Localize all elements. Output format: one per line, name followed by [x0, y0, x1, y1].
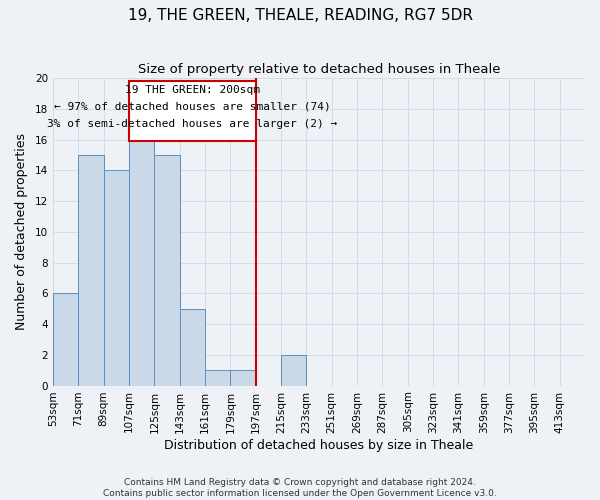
Text: 19 THE GREEN: 200sqm: 19 THE GREEN: 200sqm — [125, 85, 260, 95]
Y-axis label: Number of detached properties: Number of detached properties — [15, 134, 28, 330]
Title: Size of property relative to detached houses in Theale: Size of property relative to detached ho… — [138, 62, 500, 76]
Text: Contains HM Land Registry data © Crown copyright and database right 2024.
Contai: Contains HM Land Registry data © Crown c… — [103, 478, 497, 498]
Bar — [180, 308, 205, 386]
Bar — [205, 370, 230, 386]
Text: 19, THE GREEN, THEALE, READING, RG7 5DR: 19, THE GREEN, THEALE, READING, RG7 5DR — [128, 8, 473, 22]
Text: ← 97% of detached houses are smaller (74): ← 97% of detached houses are smaller (74… — [54, 102, 331, 112]
X-axis label: Distribution of detached houses by size in Theale: Distribution of detached houses by size … — [164, 440, 473, 452]
FancyBboxPatch shape — [129, 81, 256, 141]
Bar — [281, 355, 307, 386]
Text: 3% of semi-detached houses are larger (2) →: 3% of semi-detached houses are larger (2… — [47, 119, 337, 129]
Bar — [154, 155, 180, 386]
Bar — [53, 294, 79, 386]
Bar — [129, 124, 154, 386]
Bar — [104, 170, 129, 386]
Bar — [230, 370, 256, 386]
Bar — [79, 155, 104, 386]
